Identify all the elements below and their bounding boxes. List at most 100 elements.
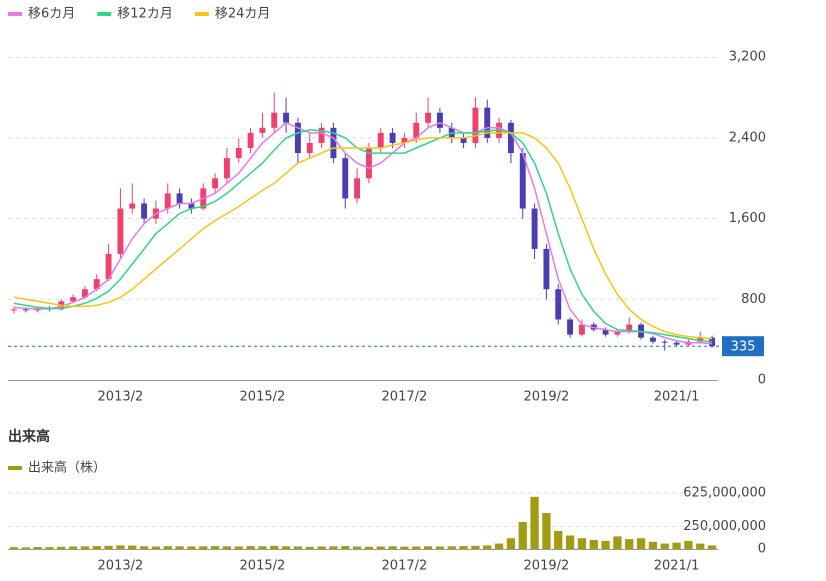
volume-bar: [672, 542, 681, 549]
candle-body: [472, 107, 479, 143]
y-tick-label: 625,000,000: [683, 485, 766, 500]
volume-bar: [625, 539, 634, 549]
candle-body: [330, 127, 337, 159]
candle-body: [70, 297, 77, 302]
volume-bar: [116, 545, 125, 549]
volume-bar: [281, 546, 291, 549]
y-tick-label: 0: [758, 373, 766, 388]
candle-body: [188, 203, 195, 209]
volume-bar: [412, 546, 421, 549]
volume-bar: [258, 546, 267, 549]
volume-bar: [423, 546, 433, 549]
x-tick-label: 2019/2: [524, 559, 570, 574]
candle-body: [306, 142, 313, 154]
volume-bar: [435, 546, 445, 549]
x-tick-label: 2015/2: [240, 559, 286, 574]
volume-bar: [21, 547, 30, 549]
volume-bar: [483, 545, 492, 549]
candle-body: [389, 132, 396, 143]
moving-average-line: [13, 121, 713, 345]
volume-bar: [128, 545, 137, 549]
volume-bar: [317, 546, 326, 549]
candle-body: [401, 137, 408, 143]
candle-body: [259, 127, 266, 133]
volume-bar: [577, 538, 587, 549]
legend-label: 移12カ月: [117, 7, 173, 22]
volume-bar: [494, 543, 504, 549]
candle-body: [377, 132, 384, 149]
candle-body: [117, 208, 124, 254]
x-tick-label: 2013/2: [98, 390, 144, 405]
volume-bar: [684, 540, 693, 549]
volume-bar: [293, 546, 303, 549]
volume-bar: [601, 540, 610, 549]
x-tick-label: 2015/2: [240, 390, 286, 405]
last-price-label: 335: [731, 340, 756, 355]
x-tick-label: 2017/2: [382, 559, 428, 574]
volume-bar: [364, 546, 374, 549]
candle-body: [105, 253, 112, 280]
x-tick-label: 2021/1: [654, 390, 700, 405]
y-tick-label: 800: [741, 292, 766, 307]
volume-bar: [199, 546, 208, 549]
candle-body: [578, 324, 585, 335]
candle-body: [436, 112, 443, 128]
x-tick-label: 2019/2: [524, 390, 570, 405]
volume-bar: [80, 546, 90, 549]
volume-bar: [352, 546, 362, 549]
candle-body: [93, 279, 100, 290]
volume-bar: [234, 546, 243, 549]
candle-body: [294, 122, 301, 154]
y-tick-label: 1,600: [729, 211, 766, 226]
candle-body: [484, 107, 491, 138]
candle-body: [519, 153, 526, 209]
candle-body: [673, 342, 680, 345]
volume-bar: [530, 496, 539, 549]
volume-bar: [388, 546, 397, 549]
volume-bar: [506, 538, 516, 549]
candle-body: [283, 112, 290, 123]
candle-body: [22, 309, 29, 311]
candle-body: [460, 137, 467, 143]
volume-bar: [175, 546, 184, 549]
candle-body: [425, 112, 432, 123]
moving-average-line: [13, 132, 713, 340]
candle-body: [602, 329, 609, 335]
candle-body: [10, 309, 17, 311]
volume-bar: [57, 546, 66, 549]
candle-body: [271, 112, 278, 128]
volume-bar: [45, 547, 54, 549]
y-tick-label: 0: [758, 542, 766, 557]
volume-bar: [447, 546, 456, 549]
candle-body: [342, 158, 349, 199]
volume-bar: [707, 545, 717, 549]
candle-body: [235, 148, 242, 159]
candle-body: [531, 208, 538, 249]
volume-bar: [246, 546, 255, 549]
volume-bar: [341, 546, 350, 549]
volume-bar: [210, 546, 220, 549]
volume-bar: [613, 536, 622, 549]
candle-body: [709, 337, 716, 347]
candle-body: [164, 193, 171, 209]
volume-bar: [104, 545, 113, 549]
candle-body: [697, 337, 704, 342]
volume-bar: [660, 543, 669, 549]
candle-body: [543, 248, 550, 290]
legend-label: 移6カ月: [28, 7, 75, 22]
candle-body: [507, 122, 514, 154]
candle-body: [626, 324, 633, 332]
candle-body: [354, 178, 361, 199]
candle-body: [567, 319, 574, 335]
y-tick-label: 3,200: [729, 50, 766, 65]
moving-average-line: [13, 129, 713, 343]
volume-bar: [459, 546, 468, 549]
volume-bar: [696, 543, 705, 549]
x-tick-label: 2017/2: [382, 390, 428, 405]
candle-body: [176, 193, 183, 204]
y-tick-label: 250,000,000: [683, 519, 766, 534]
volume-bar: [636, 538, 646, 549]
volume-bar: [648, 541, 658, 549]
volume-bar: [187, 546, 196, 549]
